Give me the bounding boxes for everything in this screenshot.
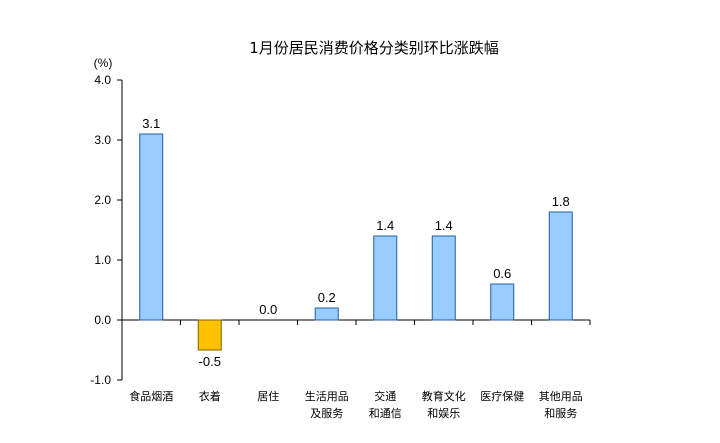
data-label: -0.5 — [199, 354, 221, 369]
y-tick-label: 3.0 — [94, 133, 111, 147]
x-tick-label: 医疗保健 — [480, 389, 524, 403]
y-tick-label: -1.0 — [90, 373, 111, 387]
bar — [431, 235, 456, 321]
x-tick-label: 及服务 — [310, 407, 343, 420]
data-label: 0.2 — [318, 290, 336, 305]
y-unit-label: (%) — [94, 56, 113, 70]
bar — [197, 319, 222, 351]
bar — [373, 235, 398, 321]
data-label: 0.0 — [259, 302, 277, 317]
y-tick-labels: -1.0 0.0 1.0 2.0 3.0 4.0 — [90, 73, 111, 387]
y-tick-label: 4.0 — [94, 73, 111, 87]
x-tick-label: 交通 — [374, 389, 396, 403]
x-tick-label: 教育文化 — [422, 389, 466, 403]
x-tick-label: 生活用品 — [305, 389, 349, 403]
bar — [490, 283, 515, 321]
data-label: 3.1 — [142, 116, 160, 131]
bar — [314, 307, 339, 321]
y-tick-label: 1.0 — [94, 253, 111, 267]
x-tick-label: 和娱乐 — [427, 406, 460, 420]
data-labels: 3.1 -0.5 0.0 0.2 1.4 1.4 0.6 1.8 — [142, 116, 570, 369]
y-tick-label: 2.0 — [94, 193, 111, 207]
x-tick-label: 和通信 — [369, 407, 402, 420]
y-tick-label: 0.0 — [94, 313, 111, 327]
data-label: 0.6 — [493, 266, 511, 281]
bars — [139, 133, 573, 351]
chart-title: 1月份居民消费价格分类别环比涨跌幅 — [249, 39, 499, 57]
bar — [139, 133, 164, 321]
x-tick-label: 衣着 — [199, 389, 221, 403]
x-tick-label: 居住 — [257, 389, 279, 403]
data-label: 1.4 — [435, 218, 453, 233]
axes — [117, 79, 591, 381]
x-tick-label: 和服务 — [544, 407, 577, 420]
x-tick-label: 其他用品 — [539, 390, 583, 403]
data-label: 1.8 — [552, 194, 570, 209]
data-label: 1.4 — [376, 218, 394, 233]
x-tick-label: 食品烟酒 — [129, 389, 173, 403]
bar — [548, 211, 573, 321]
